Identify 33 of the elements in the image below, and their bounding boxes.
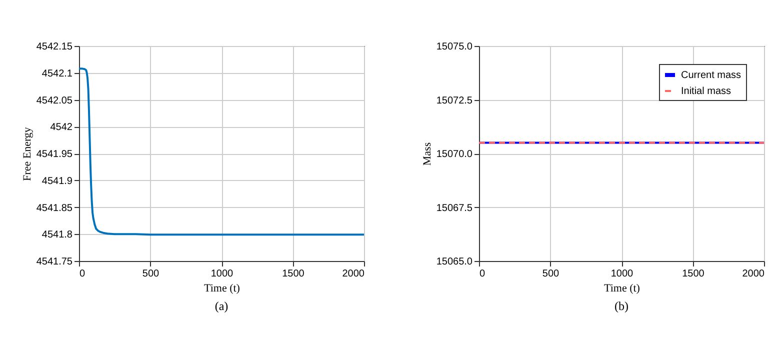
y-tick-label: 4541.95 [36,149,73,160]
y-tick-label: 4541.9 [42,176,73,187]
x-tick-label: 1500 [682,268,705,280]
y-tick-label: 15075.0 [436,42,473,52]
x-axis-title: Time (t) [204,282,240,294]
text: (a) [214,299,228,313]
y-tick-label: 4542.1 [42,68,73,80]
y-tick-label: 4542 [50,122,73,134]
x-tick-label: 2000 [342,268,365,280]
y-tick-label: 15067.5 [436,202,473,214]
line-series [79,68,364,236]
legend-label: Initial mass [681,86,732,97]
y-tick-label: 15072.5 [436,95,473,106]
y-tick-label: 15070.0 [436,149,473,160]
x-tick-label: 0 [80,268,86,280]
x-tick-label: 1000 [210,268,234,280]
x-tick-label: 500 [542,268,560,280]
text: (b) [614,299,628,313]
y-tick-label: 4542.05 [36,95,73,106]
y-axis-title: Free Energy [21,126,34,181]
x-tick-label: 2000 [742,268,765,280]
x-tick-label: 0 [480,268,486,280]
y-tick-label: 4541.85 [36,202,73,214]
legend-label: Current mass [681,70,742,81]
x-axis-title: Time (t) [604,282,640,294]
y-tick-label: 4542.15 [36,42,73,52]
x-tick-label: 500 [142,268,160,280]
y-tick-label: 4541.8 [42,230,73,241]
x-tick-label: 1000 [610,268,634,280]
y-axis-title: Mass [421,142,434,166]
y-tick-label: 4541.75 [36,256,73,268]
x-tick-label: 1500 [282,268,305,280]
y-tick-label: 15065.0 [436,256,473,268]
